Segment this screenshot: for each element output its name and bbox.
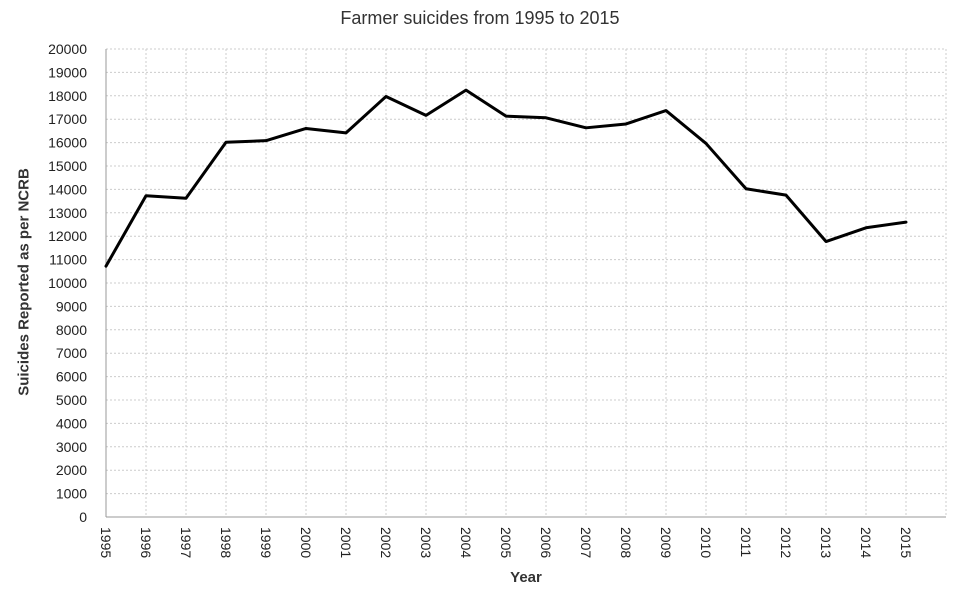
y-tick-label: 11000 — [49, 252, 87, 268]
y-tick-label: 10000 — [48, 275, 87, 291]
x-tick-label: 1998 — [218, 527, 234, 558]
chart-title: Farmer suicides from 1995 to 2015 — [340, 8, 620, 28]
y-tick-label: 2000 — [56, 462, 87, 478]
y-tick-label: 3000 — [56, 439, 87, 455]
x-tick-label: 2000 — [298, 527, 314, 558]
x-tick-label: 2014 — [858, 527, 874, 558]
x-tick-label: 2004 — [458, 527, 474, 558]
x-tick-label: 2001 — [338, 527, 354, 558]
y-tick-label: 18000 — [48, 88, 87, 104]
y-tick-label: 9000 — [56, 298, 87, 314]
x-tick-label: 2002 — [378, 527, 394, 558]
x-tick-label: 2005 — [498, 527, 514, 558]
x-tick-label: 2011 — [738, 527, 754, 557]
x-tick-label: 2009 — [658, 527, 674, 558]
y-tick-label: 6000 — [56, 369, 87, 385]
y-tick-label: 20000 — [48, 41, 87, 57]
x-tick-label: 1995 — [98, 527, 114, 558]
y-tick-label: 17000 — [48, 111, 87, 127]
y-tick-label: 19000 — [48, 64, 87, 80]
x-tick-label: 2015 — [898, 527, 914, 558]
x-tick-label: 2012 — [778, 527, 794, 558]
y-tick-label: 4000 — [56, 415, 87, 431]
y-tick-label: 5000 — [56, 392, 87, 408]
x-tick-label: 2010 — [698, 527, 714, 558]
y-tick-label: 1000 — [56, 486, 87, 502]
x-tick-label: 1999 — [258, 527, 274, 558]
x-tick-label: 2008 — [618, 527, 634, 558]
y-tick-label: 15000 — [48, 158, 87, 174]
y-tick-label: 13000 — [48, 205, 87, 221]
y-tick-label: 0 — [79, 509, 87, 525]
x-axis-label: Year — [510, 569, 542, 586]
x-tick-label: 1997 — [178, 527, 194, 558]
series-line — [104, 88, 908, 268]
y-tick-label: 16000 — [48, 135, 87, 151]
y-tick-label: 7000 — [56, 345, 87, 361]
x-tick-label: 1996 — [138, 527, 154, 558]
x-tick-label: 2003 — [418, 527, 434, 558]
y-tick-label: 12000 — [48, 228, 87, 244]
x-tick-label: 2006 — [538, 527, 554, 558]
y-tick-label: 8000 — [56, 322, 87, 338]
x-tick-label: 2007 — [578, 527, 594, 558]
x-tick-label: 2013 — [818, 527, 834, 558]
y-tick-label: 14000 — [48, 181, 87, 197]
